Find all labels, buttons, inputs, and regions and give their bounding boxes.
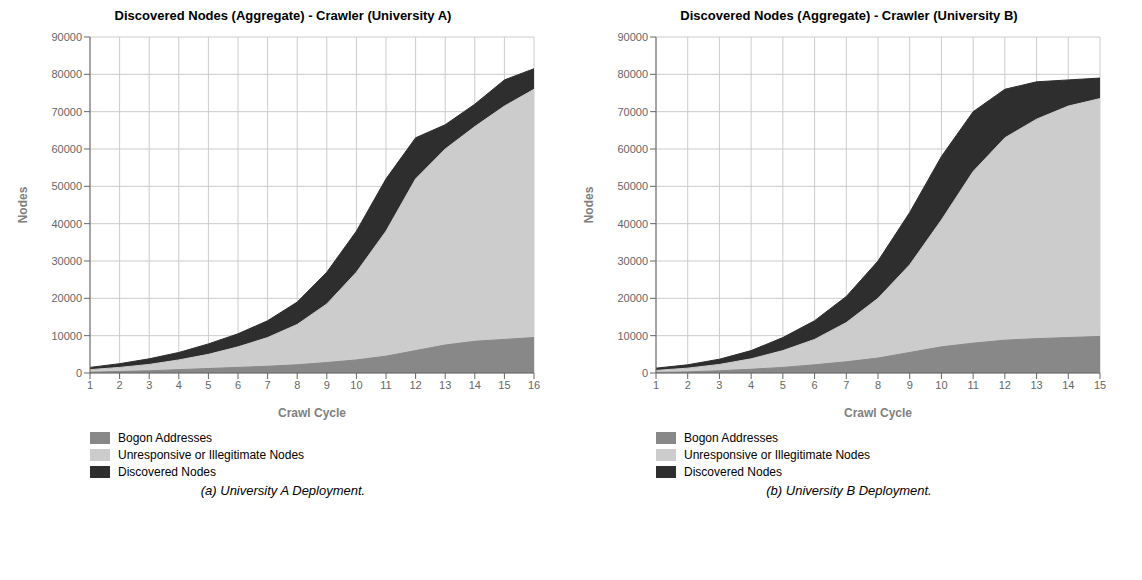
svg-text:13: 13 <box>439 379 451 391</box>
svg-text:12: 12 <box>409 379 421 391</box>
svg-text:14: 14 <box>469 379 481 391</box>
svg-text:4: 4 <box>176 379 182 391</box>
svg-text:40000: 40000 <box>51 218 82 230</box>
svg-text:2: 2 <box>685 379 691 391</box>
svg-text:90000: 90000 <box>51 31 82 43</box>
svg-text:11: 11 <box>967 379 978 391</box>
svg-text:14: 14 <box>1062 379 1074 391</box>
svg-text:20000: 20000 <box>51 292 82 304</box>
svg-text:6: 6 <box>235 379 241 391</box>
svg-text:0: 0 <box>642 367 648 379</box>
svg-text:Nodes: Nodes <box>582 186 596 223</box>
svg-text:11: 11 <box>380 379 391 391</box>
svg-text:10000: 10000 <box>51 330 82 342</box>
svg-text:10: 10 <box>350 379 362 391</box>
html-text:(a) University A Deployment.: (a) University A Deployment. <box>200 483 366 498</box>
svg-text:16: 16 <box>528 379 540 391</box>
svg-text:8: 8 <box>875 379 881 391</box>
svg-text:1: 1 <box>87 379 93 391</box>
svg-text:70000: 70000 <box>51 106 82 118</box>
svg-text:1: 1 <box>653 379 659 391</box>
svg-text:70000: 70000 <box>617 106 648 118</box>
svg-text:30000: 30000 <box>617 255 648 267</box>
html-text:Discovered Nodes (Aggregate) -: Discovered Nodes (Aggregate) - Crawler (… <box>680 8 1018 23</box>
svg-text:8: 8 <box>294 379 300 391</box>
svg-text:13: 13 <box>1030 379 1042 391</box>
svg-text:7: 7 <box>843 379 849 391</box>
svg-text:50000: 50000 <box>617 180 648 192</box>
svg-text:40000: 40000 <box>617 218 648 230</box>
svg-text:50000: 50000 <box>51 180 82 192</box>
svg-text:6: 6 <box>812 379 818 391</box>
svg-text:10: 10 <box>935 379 947 391</box>
svg-text:Crawl Cycle: Crawl Cycle <box>844 406 912 420</box>
html-text:Unresponsive or Illegitimate N: Unresponsive or Illegitimate Nodes <box>684 448 871 462</box>
svg-text:80000: 80000 <box>617 68 648 80</box>
html-text:Unresponsive or Illegitimate N: Unresponsive or Illegitimate Nodes <box>118 448 305 462</box>
svg-text:30000: 30000 <box>51 255 82 267</box>
svg-text:90000: 90000 <box>617 31 648 43</box>
svg-text:3: 3 <box>146 379 152 391</box>
svg-text:60000: 60000 <box>617 143 648 155</box>
svg-text:12: 12 <box>999 379 1011 391</box>
svg-text:9: 9 <box>907 379 913 391</box>
svg-text:10000: 10000 <box>617 330 648 342</box>
svg-text:3: 3 <box>716 379 722 391</box>
svg-text:5: 5 <box>205 379 211 391</box>
svg-text:2: 2 <box>117 379 123 391</box>
svg-text:80000: 80000 <box>51 68 82 80</box>
svg-text:9: 9 <box>324 379 330 391</box>
svg-text:4: 4 <box>748 379 754 391</box>
html-text:Bogon Addresses: Bogon Addresses <box>684 431 779 445</box>
svg-text:Crawl Cycle: Crawl Cycle <box>278 406 346 420</box>
html-text:Discovered Nodes: Discovered Nodes <box>684 465 782 479</box>
html-text:Discovered Nodes (Aggregate) -: Discovered Nodes (Aggregate) - Crawler (… <box>114 8 452 23</box>
svg-text:Nodes: Nodes <box>16 186 30 223</box>
svg-text:5: 5 <box>780 379 786 391</box>
svg-text:7: 7 <box>265 379 271 391</box>
html-text:Bogon Addresses: Bogon Addresses <box>118 431 213 445</box>
svg-text:60000: 60000 <box>51 143 82 155</box>
html-text:(b) University B Deployment.: (b) University B Deployment. <box>766 483 932 498</box>
svg-text:15: 15 <box>498 379 510 391</box>
svg-text:0: 0 <box>76 367 82 379</box>
html-text:Discovered Nodes: Discovered Nodes <box>118 465 216 479</box>
svg-text:20000: 20000 <box>617 292 648 304</box>
svg-text:15: 15 <box>1094 379 1106 391</box>
